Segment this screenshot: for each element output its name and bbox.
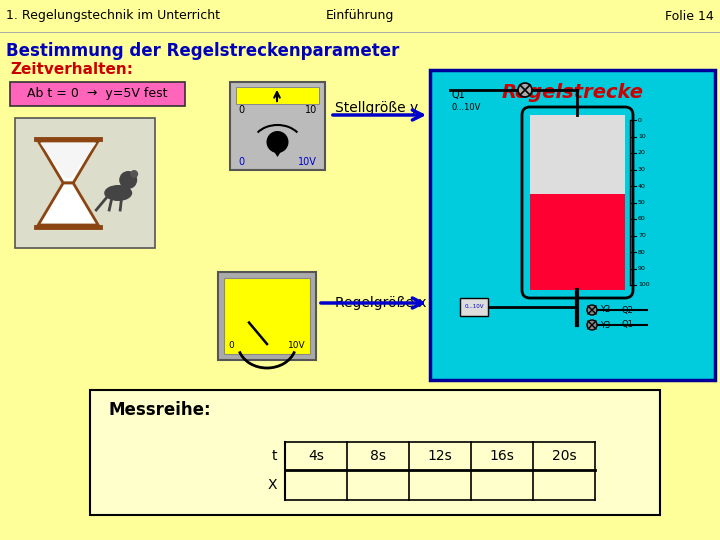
Text: Y3: Y3 xyxy=(600,321,611,329)
Text: 12s: 12s xyxy=(428,449,452,463)
Text: Ab t = 0  →  y=5V fest: Ab t = 0 → y=5V fest xyxy=(27,87,168,100)
Text: 0: 0 xyxy=(638,118,642,123)
Text: Y2: Y2 xyxy=(600,306,611,314)
Polygon shape xyxy=(38,183,98,225)
Text: 0...10V: 0...10V xyxy=(452,103,482,111)
Text: 16s: 16s xyxy=(490,449,514,463)
Text: 10V: 10V xyxy=(298,157,317,167)
Bar xyxy=(10,82,185,106)
Text: Folie 14: Folie 14 xyxy=(665,10,714,23)
Polygon shape xyxy=(272,149,282,157)
Text: 10: 10 xyxy=(638,134,646,139)
Text: 20s: 20s xyxy=(552,449,576,463)
Text: 10: 10 xyxy=(305,105,317,115)
Text: Regelgröße x: Regelgröße x xyxy=(335,296,426,310)
Circle shape xyxy=(120,171,138,189)
Polygon shape xyxy=(38,141,98,183)
Circle shape xyxy=(266,131,289,153)
Text: 40: 40 xyxy=(638,184,646,188)
Text: t: t xyxy=(271,449,277,463)
Text: 100: 100 xyxy=(638,282,649,287)
Bar xyxy=(15,118,155,248)
Text: Stellgröße y: Stellgröße y xyxy=(335,101,418,115)
Text: 80: 80 xyxy=(638,249,646,254)
Text: 1. Regelungstechnik im Unterricht: 1. Regelungstechnik im Unterricht xyxy=(6,10,220,23)
Bar xyxy=(90,390,660,515)
Text: 0: 0 xyxy=(238,105,244,115)
Text: Bestimmung der Regelstreckenparameter: Bestimmung der Regelstreckenparameter xyxy=(6,42,400,60)
Text: 10V: 10V xyxy=(289,341,306,350)
Text: 0: 0 xyxy=(238,157,244,167)
Text: 20: 20 xyxy=(638,151,646,156)
Bar xyxy=(218,272,316,360)
Text: X: X xyxy=(268,478,277,492)
Bar xyxy=(236,87,319,104)
Text: 70: 70 xyxy=(638,233,646,238)
Bar xyxy=(430,70,715,380)
Circle shape xyxy=(518,83,532,97)
Circle shape xyxy=(587,320,597,330)
Text: Einführung: Einführung xyxy=(326,10,394,23)
Bar xyxy=(224,278,310,354)
Text: 0...10V: 0...10V xyxy=(464,305,484,309)
Circle shape xyxy=(130,170,138,178)
Bar xyxy=(530,115,625,194)
Text: 90: 90 xyxy=(638,266,646,271)
Text: Regelstrecke: Regelstrecke xyxy=(502,83,644,102)
Ellipse shape xyxy=(104,185,132,201)
Text: 4s: 4s xyxy=(308,449,324,463)
Bar xyxy=(460,298,488,316)
Text: Q1: Q1 xyxy=(622,321,634,329)
Text: 8s: 8s xyxy=(370,449,386,463)
Circle shape xyxy=(587,305,597,315)
Text: Q2: Q2 xyxy=(622,306,634,314)
Polygon shape xyxy=(40,143,96,178)
Text: 30: 30 xyxy=(638,167,646,172)
Text: 0: 0 xyxy=(228,341,234,350)
Text: 50: 50 xyxy=(638,200,646,205)
Text: Q1: Q1 xyxy=(452,90,466,100)
Bar xyxy=(230,82,325,170)
Text: Zeitverhalten:: Zeitverhalten: xyxy=(10,62,133,77)
Bar xyxy=(0,0,720,32)
Text: Messreihe:: Messreihe: xyxy=(108,401,211,419)
Text: 60: 60 xyxy=(638,217,646,221)
Bar xyxy=(530,194,625,290)
